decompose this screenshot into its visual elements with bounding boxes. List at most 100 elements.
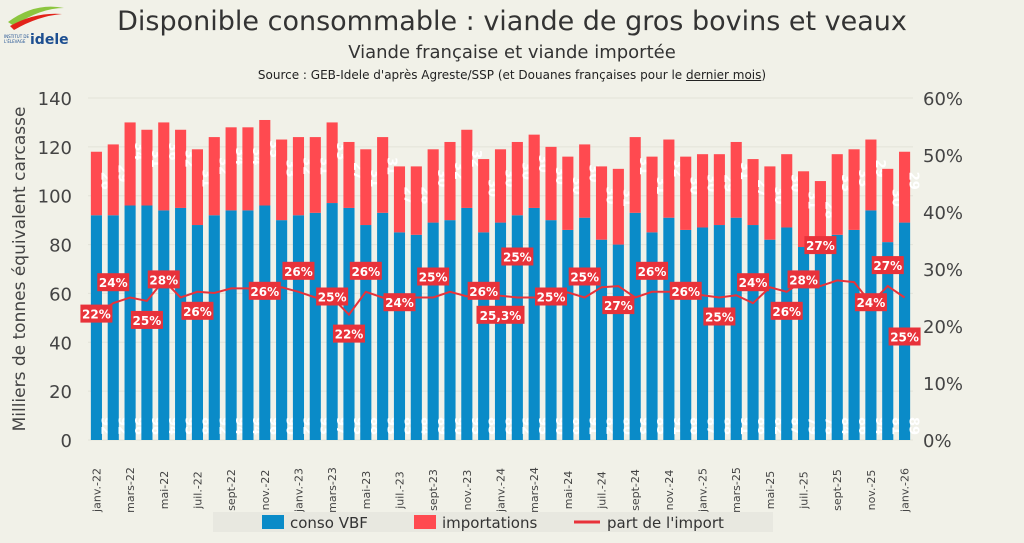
bar-importations xyxy=(393,166,406,233)
bar-importations xyxy=(696,154,709,228)
share-label: 26% xyxy=(183,305,212,319)
share-label-box xyxy=(147,270,180,289)
bar-importations xyxy=(747,159,759,226)
bar-importations xyxy=(326,122,338,204)
share-label-box xyxy=(467,281,500,300)
bar-conso-vbf xyxy=(882,242,894,440)
share-label: 24% xyxy=(385,296,414,310)
bar-importations xyxy=(141,129,153,206)
bar-importations xyxy=(444,141,456,221)
share-label: 26% xyxy=(638,265,667,279)
bar-importations xyxy=(528,134,540,208)
x-tick-label: janv.-24 xyxy=(495,468,508,513)
x-tick-label: mai-22 xyxy=(158,471,171,509)
y-axis-label: Milliers de tonnes équivalent carcasse xyxy=(10,107,30,432)
y-tick-label: 120 xyxy=(38,138,72,159)
share-label-box xyxy=(332,324,365,343)
bar-conso-vbf xyxy=(90,215,102,440)
bar-conso-vbf xyxy=(393,232,406,440)
bar-conso-vbf xyxy=(191,225,203,440)
bar-importations xyxy=(882,168,894,243)
bar-importations xyxy=(781,154,793,228)
share-label: 22% xyxy=(82,308,111,322)
bar-conso-vbf xyxy=(276,220,288,440)
chart-title: Disponible consommable : viande de gros … xyxy=(117,6,907,37)
bar-conso-vbf xyxy=(377,212,389,440)
bar-importations xyxy=(579,144,591,218)
bar-importations xyxy=(208,137,220,216)
x-tick-label: nov.-24 xyxy=(663,470,676,511)
bar-importations xyxy=(175,129,187,208)
share-label-box xyxy=(568,267,601,286)
y2-tick-label: 50% xyxy=(923,146,963,167)
bar-conso-vbf xyxy=(360,225,372,440)
x-tick-label: janv.-26 xyxy=(899,468,912,513)
y-tick-label: 60 xyxy=(49,284,72,305)
share-label: 26% xyxy=(772,305,801,319)
bar-conso-vbf xyxy=(713,225,725,440)
bar-conso-vbf xyxy=(629,212,641,440)
share-label-box xyxy=(854,293,887,312)
bar-importations xyxy=(511,141,523,216)
bar-importations xyxy=(427,149,439,223)
share-label: 25,3% xyxy=(480,309,522,323)
bar-conso-vbf xyxy=(326,203,338,440)
x-tick-label: juil.-22 xyxy=(191,471,204,510)
bar-importations xyxy=(713,154,725,226)
share-label-box xyxy=(282,261,315,280)
bar-importations xyxy=(865,139,877,211)
x-tick-label: nov.-25 xyxy=(865,470,878,511)
share-label: 27% xyxy=(806,239,835,253)
x-tick-label: mai-24 xyxy=(562,471,575,509)
bar-conso-vbf xyxy=(494,222,507,440)
bar-importations xyxy=(259,119,271,206)
bar-importations xyxy=(343,141,355,208)
bar-conso-vbf xyxy=(865,210,877,440)
share-label: 26% xyxy=(671,285,700,299)
chart-source: Source : GEB-Idele d'après Agreste/SSP (… xyxy=(0,68,1024,82)
x-tick-label: sept-25 xyxy=(831,469,844,511)
bar-conso-vbf xyxy=(747,225,759,440)
bar-conso-vbf xyxy=(242,210,254,440)
x-tick-label: janv.-22 xyxy=(90,468,103,513)
bar-conso-vbf xyxy=(309,212,321,440)
bar-importations xyxy=(225,127,237,211)
y-tick-label: 20 xyxy=(49,382,72,403)
bar-importations xyxy=(764,166,776,240)
y2-tick-label: 40% xyxy=(923,203,963,224)
share-label: 25% xyxy=(537,291,566,305)
bar-importations xyxy=(494,149,507,223)
bar-importations xyxy=(478,159,490,233)
share-label-box xyxy=(888,327,921,346)
share-label: 25% xyxy=(318,291,347,305)
share-label-box xyxy=(80,304,113,323)
bar-importations xyxy=(461,129,473,208)
share-label: 27% xyxy=(873,259,902,273)
bar-importations xyxy=(410,166,422,235)
bar-importations xyxy=(158,122,170,211)
bar-conso-vbf xyxy=(461,207,473,440)
share-label-box xyxy=(737,273,770,292)
bar-conso-vbf xyxy=(107,215,119,440)
bar-label-import: 29 xyxy=(906,172,921,190)
x-tick-label: mai-23 xyxy=(360,471,373,509)
share-label: 25% xyxy=(570,271,599,285)
bar-conso-vbf xyxy=(427,222,439,440)
y-tick-label: 100 xyxy=(38,187,72,208)
legend-label-conso: conso VBF xyxy=(290,514,368,532)
bar-importations xyxy=(107,144,119,216)
share-label-box xyxy=(248,281,281,300)
share-label: 26% xyxy=(469,285,498,299)
svg-text:INSTITUT DE: INSTITUT DE xyxy=(4,34,30,39)
bar-importations xyxy=(646,156,658,233)
bar-conso-vbf xyxy=(545,220,557,440)
bar-importations xyxy=(663,139,675,218)
bar-conso-vbf xyxy=(646,232,658,440)
bar-importations xyxy=(798,171,810,248)
share-label: 24% xyxy=(857,296,886,310)
bar-conso-vbf xyxy=(848,229,860,440)
svg-text:L'ÉLEVAGE: L'ÉLEVAGE xyxy=(4,39,26,44)
bar-conso-vbf xyxy=(410,234,422,440)
share-label-box xyxy=(787,270,820,289)
